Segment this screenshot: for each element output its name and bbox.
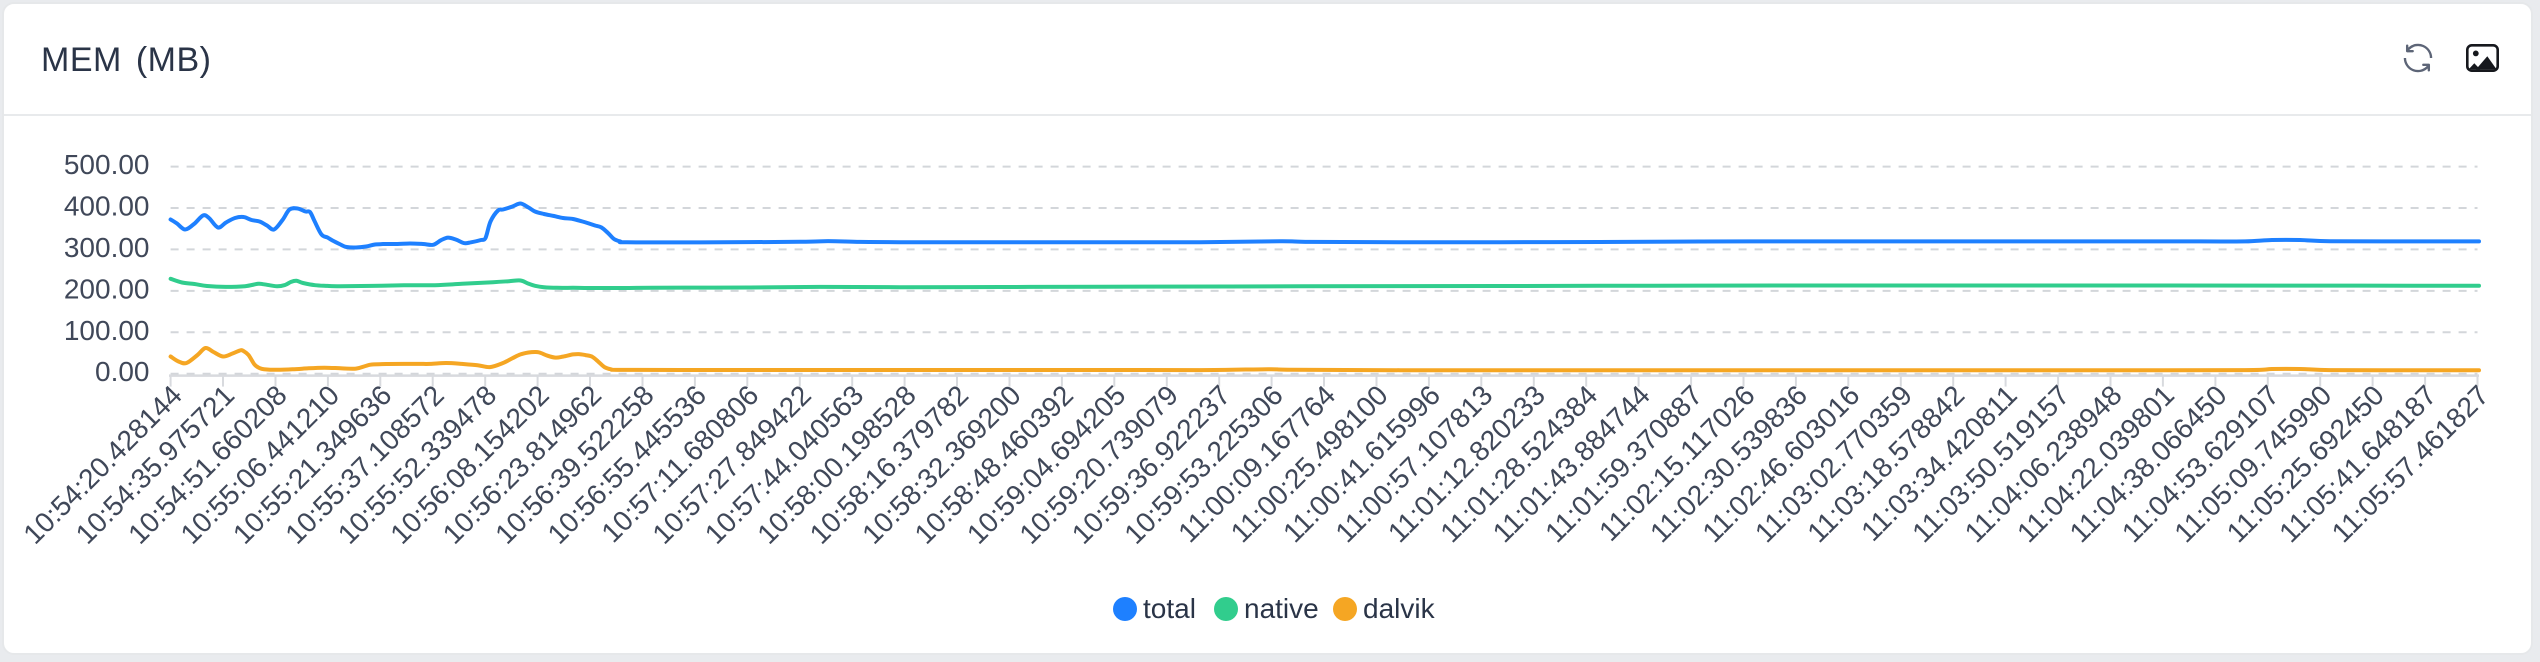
svg-text:400.00: 400.00 xyxy=(64,191,150,222)
svg-text:200.00: 200.00 xyxy=(64,273,150,304)
svg-text:500.00: 500.00 xyxy=(64,149,150,180)
svg-text:0.00: 0.00 xyxy=(95,356,150,387)
svg-text:300.00: 300.00 xyxy=(64,232,150,263)
svg-text:100.00: 100.00 xyxy=(64,315,150,346)
